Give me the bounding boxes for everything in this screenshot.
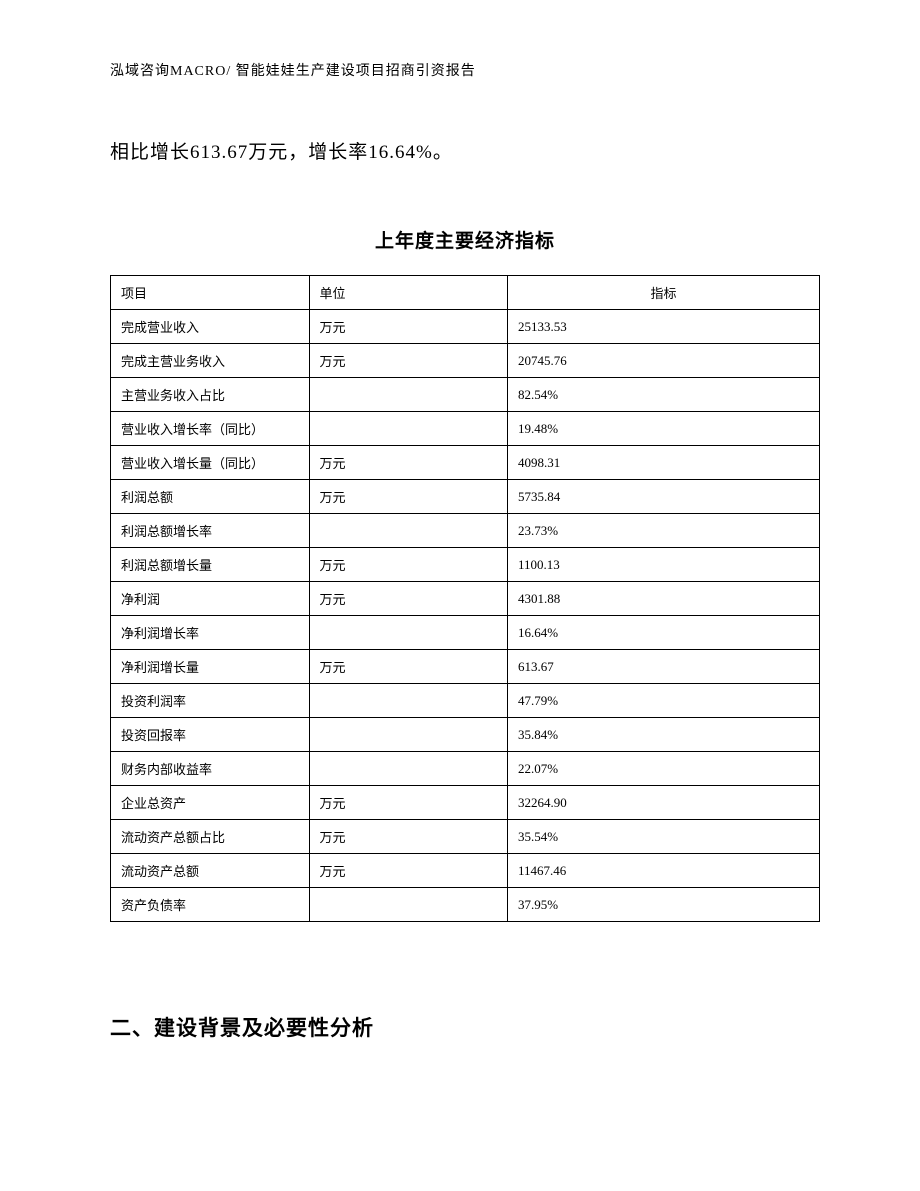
table-row: 投资利润率 47.79% [111, 684, 820, 718]
table-cell: 万元 [309, 480, 508, 514]
table-cell [309, 514, 508, 548]
table-cell: 利润总额 [111, 480, 310, 514]
table-cell: 37.95% [508, 888, 820, 922]
table-cell: 财务内部收益率 [111, 752, 310, 786]
table-cell: 1100.13 [508, 548, 820, 582]
table-row: 完成营业收入万元25133.53 [111, 310, 820, 344]
table-cell: 22.07% [508, 752, 820, 786]
table-cell: 资产负债率 [111, 888, 310, 922]
table-cell: 利润总额增长量 [111, 548, 310, 582]
table-cell: 23.73% [508, 514, 820, 548]
table-cell: 4098.31 [508, 446, 820, 480]
table-cell: 净利润增长量 [111, 650, 310, 684]
table-cell: 利润总额增长率 [111, 514, 310, 548]
table-row: 营业收入增长量（同比）万元4098.31 [111, 446, 820, 480]
page-header: 泓域咨询MACRO/ 智能娃娃生产建设项目招商引资报告 [110, 60, 820, 80]
table-row: 主营业务收入占比 82.54% [111, 378, 820, 412]
table-row: 财务内部收益率 22.07% [111, 752, 820, 786]
section-heading: 二、建设背景及必要性分析 [110, 1012, 820, 1042]
table-body: 完成营业收入万元25133.53完成主营业务收入万元20745.76主营业务收入… [111, 310, 820, 922]
table-cell: 投资回报率 [111, 718, 310, 752]
table-cell: 25133.53 [508, 310, 820, 344]
table-title: 上年度主要经济指标 [110, 226, 820, 253]
table-cell: 613.67 [508, 650, 820, 684]
table-cell: 万元 [309, 650, 508, 684]
table-cell [309, 752, 508, 786]
table-cell: 16.64% [508, 616, 820, 650]
table-cell: 净利润 [111, 582, 310, 616]
table-cell: 完成主营业务收入 [111, 344, 310, 378]
table-cell [309, 684, 508, 718]
column-header-indicator: 指标 [508, 276, 820, 310]
table-cell: 完成营业收入 [111, 310, 310, 344]
table-cell: 万元 [309, 310, 508, 344]
table-cell [309, 616, 508, 650]
table-row: 投资回报率 35.84% [111, 718, 820, 752]
table-cell: 万元 [309, 446, 508, 480]
table-cell: 82.54% [508, 378, 820, 412]
table-cell [309, 718, 508, 752]
table-row: 利润总额万元5735.84 [111, 480, 820, 514]
table-cell: 万元 [309, 344, 508, 378]
table-cell: 5735.84 [508, 480, 820, 514]
table-row: 营业收入增长率（同比） 19.48% [111, 412, 820, 446]
column-header-unit: 单位 [309, 276, 508, 310]
table-cell: 万元 [309, 548, 508, 582]
body-paragraph: 相比增长613.67万元，增长率16.64%。 [110, 135, 820, 171]
table-row: 完成主营业务收入万元20745.76 [111, 344, 820, 378]
table-cell: 营业收入增长率（同比） [111, 412, 310, 446]
table-row: 利润总额增长率 23.73% [111, 514, 820, 548]
table-cell: 万元 [309, 854, 508, 888]
table-cell: 万元 [309, 786, 508, 820]
table-cell: 主营业务收入占比 [111, 378, 310, 412]
table-cell: 35.84% [508, 718, 820, 752]
table-row: 净利润增长量万元613.67 [111, 650, 820, 684]
table-row: 净利润增长率 16.64% [111, 616, 820, 650]
table-row: 企业总资产万元32264.90 [111, 786, 820, 820]
table-cell: 万元 [309, 582, 508, 616]
table-row: 流动资产总额万元11467.46 [111, 854, 820, 888]
table-cell: 11467.46 [508, 854, 820, 888]
table-header-row: 项目 单位 指标 [111, 276, 820, 310]
table-cell [309, 412, 508, 446]
economic-indicators-table: 项目 单位 指标 完成营业收入万元25133.53完成主营业务收入万元20745… [110, 275, 820, 922]
table-cell: 35.54% [508, 820, 820, 854]
table-cell: 流动资产总额占比 [111, 820, 310, 854]
table-cell: 净利润增长率 [111, 616, 310, 650]
table-cell: 流动资产总额 [111, 854, 310, 888]
table-cell: 4301.88 [508, 582, 820, 616]
table-row: 净利润万元4301.88 [111, 582, 820, 616]
table-row: 资产负债率 37.95% [111, 888, 820, 922]
table-cell: 企业总资产 [111, 786, 310, 820]
table-row: 流动资产总额占比万元35.54% [111, 820, 820, 854]
table-cell [309, 888, 508, 922]
table-cell: 投资利润率 [111, 684, 310, 718]
table-cell: 营业收入增长量（同比） [111, 446, 310, 480]
table-cell: 32264.90 [508, 786, 820, 820]
table-row: 利润总额增长量万元1100.13 [111, 548, 820, 582]
table-cell: 19.48% [508, 412, 820, 446]
column-header-item: 项目 [111, 276, 310, 310]
table-cell [309, 378, 508, 412]
table-cell: 20745.76 [508, 344, 820, 378]
table-cell: 万元 [309, 820, 508, 854]
table-cell: 47.79% [508, 684, 820, 718]
